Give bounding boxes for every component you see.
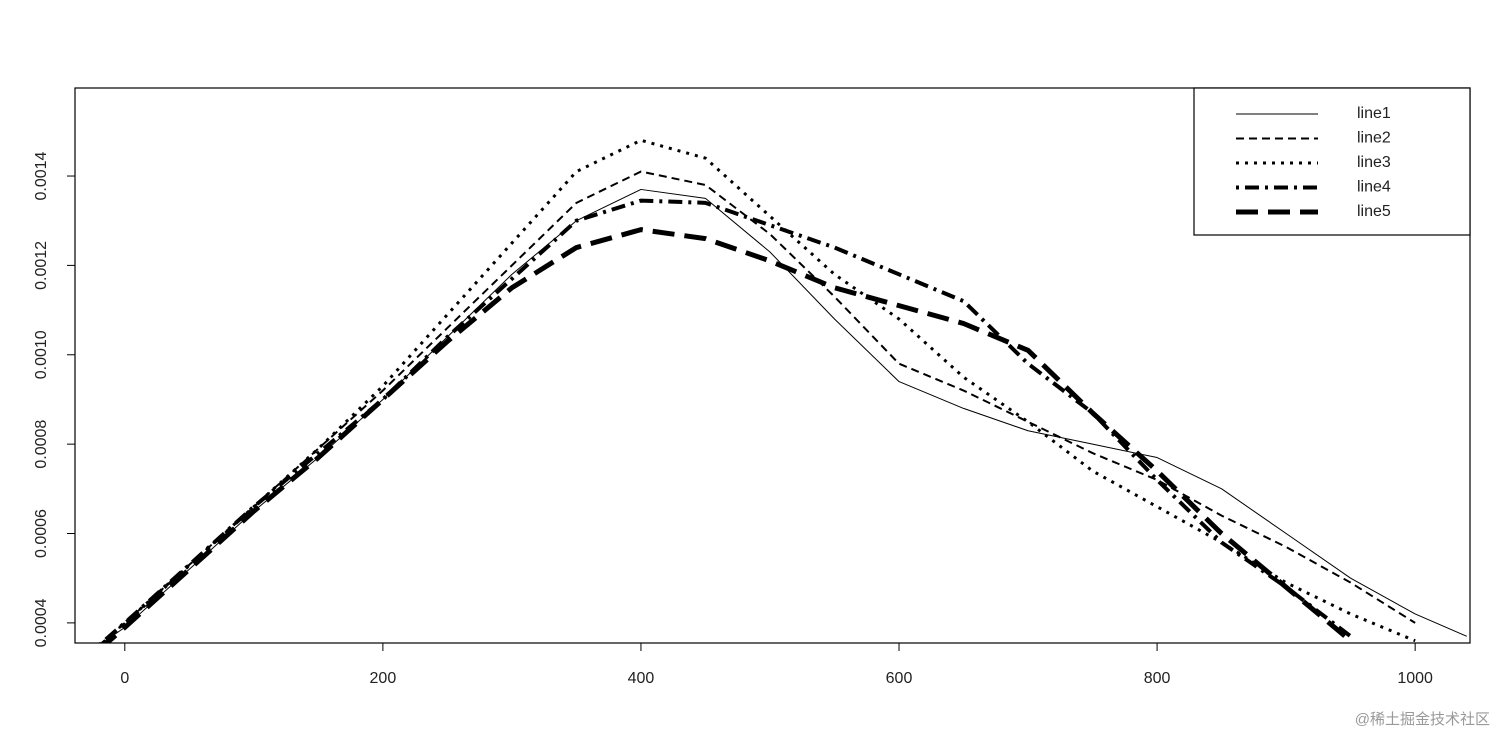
data-line [99,138,1416,643]
data-line [100,170,1416,643]
y-tick-label: 0.0004 [33,598,50,647]
x-tick-label: 800 [1144,670,1171,687]
y-tick-label: 0.0006 [33,509,50,558]
legend-box [1193,87,1471,236]
legend-label: line2 [1357,130,1391,147]
data-line [101,188,1467,643]
y-tick-label: 0.0008 [33,420,50,469]
x-tick-label: 600 [886,670,913,687]
legend-label: line5 [1357,203,1391,220]
legend-label: line4 [1357,179,1391,196]
x-tick-label: 0 [120,670,129,687]
legend-label: line3 [1357,154,1391,171]
y-tick-label: 0.0012 [33,241,50,290]
legend-label: line1 [1357,105,1391,122]
y-tick-label: 0.0014 [33,151,50,200]
data-line [102,227,1353,643]
plot-frame [74,87,1471,644]
x-tick-label: 1000 [1397,670,1433,687]
watermark: @稀土掘金技术社区 [1355,711,1490,728]
data-line [98,198,1352,643]
x-tick-label: 400 [628,670,655,687]
y-tick-label: 0.0010 [33,330,50,379]
lines [98,138,1467,643]
x-tick-label: 200 [370,670,397,687]
